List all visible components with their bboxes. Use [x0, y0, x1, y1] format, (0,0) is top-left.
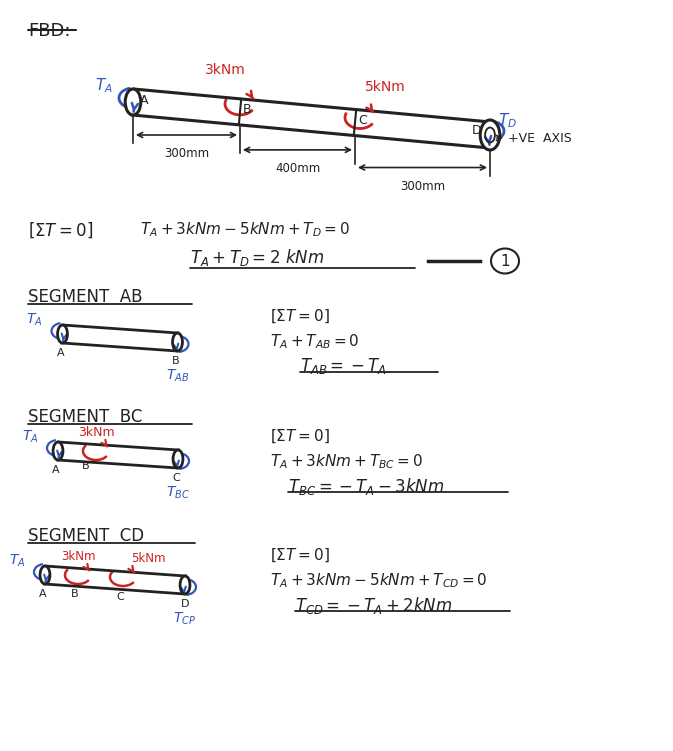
Text: $T_A+3kNm-5kNm+T_D=0$: $T_A+3kNm-5kNm+T_D=0$	[140, 221, 350, 240]
Text: B: B	[243, 104, 252, 116]
Text: $T_A$: $T_A$	[26, 312, 43, 328]
Text: 3kNm: 3kNm	[205, 63, 246, 77]
Text: $T_A+T_{AB}=0$: $T_A+T_{AB}=0$	[270, 332, 359, 351]
Text: 300mm: 300mm	[400, 179, 445, 192]
Text: C: C	[358, 114, 367, 127]
Text: $T_A$: $T_A$	[9, 553, 26, 569]
Text: 400mm: 400mm	[275, 162, 320, 175]
Ellipse shape	[481, 120, 500, 150]
Text: 3kNm: 3kNm	[61, 550, 96, 562]
Text: A: A	[57, 348, 65, 358]
Text: C: C	[116, 592, 124, 602]
Text: A: A	[140, 94, 149, 107]
Text: $[\Sigma T{=}0]$: $[\Sigma T{=}0]$	[270, 428, 330, 445]
Text: 1: 1	[500, 254, 510, 269]
Text: C: C	[172, 473, 180, 483]
Text: $T_{BC}=-T_A-3kNm$: $T_{BC}=-T_A-3kNm$	[288, 476, 444, 497]
Text: $T_A$: $T_A$	[95, 77, 113, 95]
Text: $T_A$: $T_A$	[22, 429, 38, 445]
Text: $T_{BC}$: $T_{BC}$	[166, 485, 190, 502]
Ellipse shape	[40, 566, 50, 584]
Text: 5kNm: 5kNm	[131, 551, 166, 565]
Text: D: D	[472, 123, 482, 137]
Text: $T_{AB}=-T_A$: $T_{AB}=-T_A$	[300, 356, 387, 376]
Ellipse shape	[173, 450, 183, 468]
Text: FBD:: FBD:	[28, 22, 71, 40]
Text: A: A	[52, 465, 60, 475]
Text: B: B	[172, 356, 179, 366]
Text: $T_{CD}=-T_A+2kNm$: $T_{CD}=-T_A+2kNm$	[295, 595, 452, 616]
Text: $T_{AB}$: $T_{AB}$	[166, 368, 189, 385]
Text: 300mm: 300mm	[164, 147, 209, 160]
Text: +VE  AXIS: +VE AXIS	[508, 131, 572, 144]
Text: $T_A+3kNm+T_{BC}=0$: $T_A+3kNm+T_{BC}=0$	[270, 452, 423, 471]
Text: $T_D$: $T_D$	[498, 112, 517, 131]
Text: D: D	[181, 599, 189, 609]
Text: SEGMENT  CD: SEGMENT CD	[28, 527, 144, 545]
Text: $T_A+3kNm-5kNm+T_{CD}=0$: $T_A+3kNm-5kNm+T_{CD}=0$	[270, 571, 488, 590]
Text: SEGMENT  AB: SEGMENT AB	[28, 288, 143, 306]
Ellipse shape	[172, 333, 182, 351]
Ellipse shape	[53, 442, 63, 460]
Text: $T_A+T_D=2\ kNm$: $T_A+T_D=2\ kNm$	[190, 248, 324, 269]
Text: B: B	[82, 461, 90, 471]
Text: SEGMENT  BC: SEGMENT BC	[28, 408, 143, 426]
Text: 3kNm: 3kNm	[77, 426, 114, 439]
Text: $[\Sigma T{=}0]$: $[\Sigma T{=}0]$	[270, 547, 330, 565]
Text: B: B	[71, 589, 79, 599]
Text: $T_{CP}$: $T_{CP}$	[174, 611, 197, 627]
Text: $[\Sigma T{=}0]$: $[\Sigma T{=}0]$	[28, 220, 93, 240]
Ellipse shape	[58, 325, 67, 343]
Text: $[\Sigma T{=}0]$: $[\Sigma T{=}0]$	[270, 308, 330, 325]
Text: A: A	[39, 589, 47, 599]
Text: 5kNm: 5kNm	[365, 80, 406, 94]
Ellipse shape	[125, 89, 141, 115]
Ellipse shape	[180, 576, 190, 594]
Ellipse shape	[491, 249, 519, 273]
